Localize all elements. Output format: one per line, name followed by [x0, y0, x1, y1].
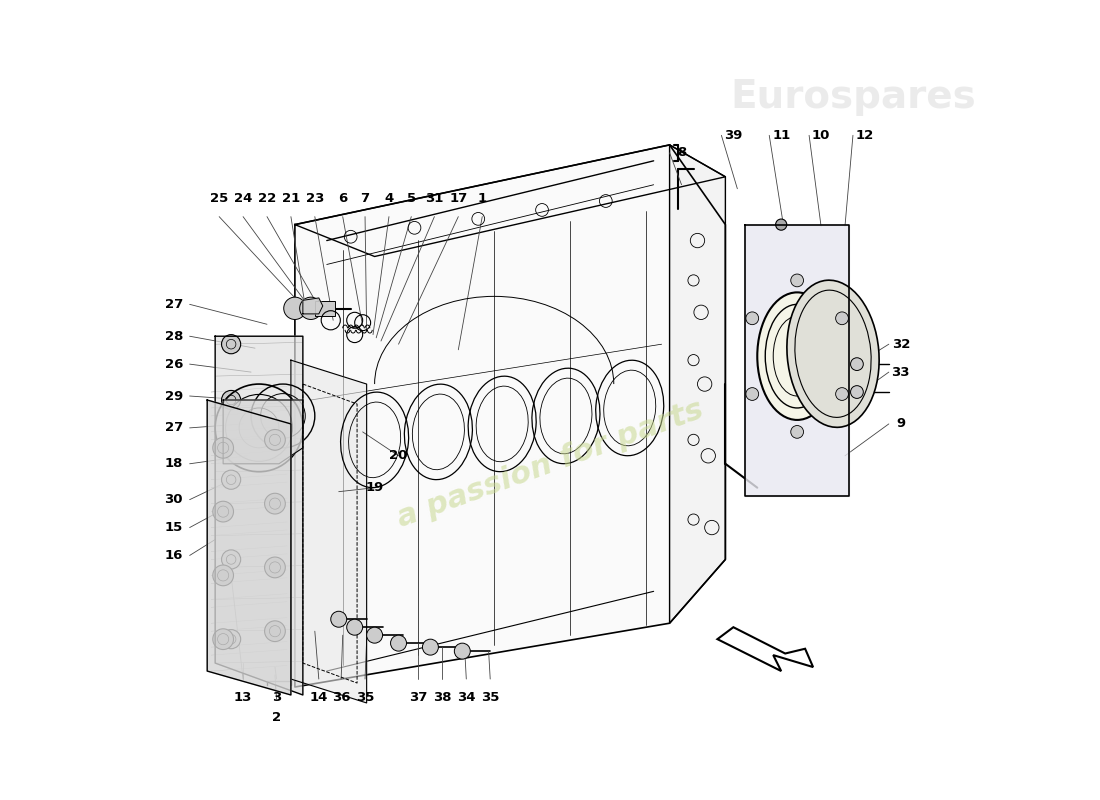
Circle shape — [265, 430, 285, 450]
Circle shape — [221, 390, 241, 410]
Text: 17: 17 — [449, 192, 468, 205]
Text: 12: 12 — [856, 129, 875, 142]
Text: 34: 34 — [456, 691, 475, 704]
Circle shape — [776, 219, 786, 230]
Circle shape — [390, 635, 407, 651]
Text: 4: 4 — [384, 192, 394, 205]
Ellipse shape — [757, 292, 837, 420]
Circle shape — [836, 388, 848, 400]
Circle shape — [221, 334, 241, 354]
Text: 35: 35 — [356, 691, 374, 704]
Text: 6: 6 — [338, 192, 348, 205]
Text: 24: 24 — [234, 192, 252, 205]
Circle shape — [221, 630, 241, 649]
Circle shape — [746, 388, 759, 400]
Text: 37: 37 — [409, 691, 428, 704]
Circle shape — [346, 619, 363, 635]
Text: 23: 23 — [306, 192, 324, 205]
Circle shape — [331, 611, 346, 627]
Text: 7: 7 — [361, 192, 370, 205]
Text: Eurospares: Eurospares — [730, 78, 976, 116]
Text: 14: 14 — [309, 691, 328, 704]
Circle shape — [212, 438, 233, 458]
Circle shape — [791, 274, 803, 286]
Circle shape — [284, 297, 306, 319]
Text: 22: 22 — [257, 192, 276, 205]
Text: 2: 2 — [272, 711, 282, 724]
Text: 19: 19 — [365, 481, 384, 494]
Circle shape — [746, 312, 759, 325]
Polygon shape — [290, 360, 366, 703]
Circle shape — [850, 358, 864, 370]
Text: 1: 1 — [477, 192, 487, 205]
Circle shape — [212, 629, 233, 650]
Circle shape — [221, 470, 241, 490]
Polygon shape — [746, 225, 849, 496]
Circle shape — [454, 643, 471, 659]
Text: 10: 10 — [812, 129, 830, 142]
Text: 11: 11 — [772, 129, 790, 142]
Circle shape — [366, 627, 383, 643]
Circle shape — [850, 386, 864, 398]
Text: 39: 39 — [724, 129, 743, 142]
Circle shape — [212, 565, 233, 586]
Text: 33: 33 — [891, 366, 910, 378]
Circle shape — [265, 557, 285, 578]
Circle shape — [299, 297, 322, 319]
Text: 20: 20 — [389, 450, 408, 462]
Text: a passion for parts: a passion for parts — [393, 394, 707, 533]
Circle shape — [212, 502, 233, 522]
Polygon shape — [216, 336, 302, 695]
Circle shape — [791, 426, 803, 438]
Text: 16: 16 — [165, 549, 183, 562]
Text: 28: 28 — [165, 330, 183, 342]
Text: 32: 32 — [892, 338, 910, 350]
Text: 5: 5 — [407, 192, 416, 205]
Polygon shape — [670, 145, 725, 623]
Ellipse shape — [786, 280, 879, 427]
Text: 9: 9 — [896, 418, 905, 430]
Circle shape — [221, 550, 241, 569]
Text: 15: 15 — [165, 521, 183, 534]
Circle shape — [422, 639, 439, 655]
Text: 18: 18 — [165, 458, 183, 470]
Text: 13: 13 — [234, 691, 252, 704]
Circle shape — [836, 312, 848, 325]
Text: 3: 3 — [272, 691, 282, 704]
Text: 27: 27 — [165, 298, 183, 311]
Text: 26: 26 — [165, 358, 183, 370]
Text: 8: 8 — [676, 146, 686, 159]
Text: 35: 35 — [481, 691, 499, 704]
Circle shape — [265, 621, 285, 642]
Polygon shape — [223, 400, 302, 464]
Bar — [315, 301, 334, 316]
Polygon shape — [295, 145, 670, 687]
Text: 21: 21 — [282, 192, 300, 205]
Polygon shape — [302, 298, 322, 314]
Text: 36: 36 — [332, 691, 351, 704]
Text: 25: 25 — [210, 192, 229, 205]
Text: 29: 29 — [165, 390, 183, 402]
Text: 27: 27 — [165, 422, 183, 434]
Text: 31: 31 — [426, 192, 443, 205]
Text: 38: 38 — [433, 691, 452, 704]
Polygon shape — [207, 400, 290, 695]
Text: 30: 30 — [165, 493, 183, 506]
Circle shape — [265, 494, 285, 514]
